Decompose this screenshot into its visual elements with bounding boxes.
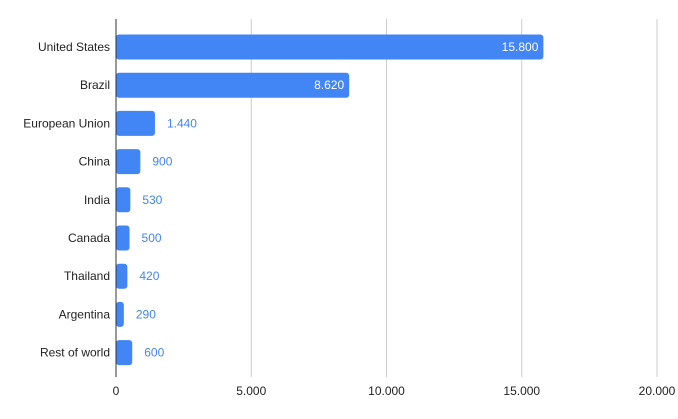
data-label: 500 xyxy=(142,231,162,245)
bar-united-states xyxy=(116,34,544,60)
bar-argentina xyxy=(116,301,124,327)
category-label: Argentina xyxy=(59,307,111,321)
category-label: India xyxy=(84,193,110,207)
x-tick-label: 10.000 xyxy=(368,384,405,398)
category-label: Thailand xyxy=(64,269,110,283)
bar-european-union xyxy=(116,110,155,136)
gridlines xyxy=(250,19,658,377)
labels: 0 5.000 10.000 15.000 20.000 United States 15.… xyxy=(23,40,675,398)
category-label: Brazil xyxy=(80,78,110,92)
category-label: China xyxy=(79,155,111,169)
bar-canada xyxy=(116,225,130,251)
data-label: 420 xyxy=(139,269,159,283)
bar-thailand xyxy=(116,263,128,289)
data-label: 290 xyxy=(136,307,156,321)
data-label: 600 xyxy=(144,346,164,360)
x-tick-label: 0 xyxy=(113,384,120,398)
x-tick-label: 5.000 xyxy=(236,384,266,398)
category-label: Rest of world xyxy=(40,346,110,360)
category-label: United States xyxy=(38,40,110,54)
x-tick-label: 20.000 xyxy=(639,384,676,398)
data-label: 900 xyxy=(152,155,172,169)
bar-india xyxy=(116,187,131,213)
data-label: 1.440 xyxy=(167,116,197,130)
category-label: European Union xyxy=(23,116,110,130)
data-label: 530 xyxy=(142,193,162,207)
category-label: Canada xyxy=(68,231,110,245)
bars xyxy=(116,34,544,366)
x-tick-label: 15.000 xyxy=(503,384,540,398)
data-label: 15.800 xyxy=(502,40,539,54)
data-label: 8.620 xyxy=(314,78,344,92)
bar-brazil xyxy=(116,72,350,98)
bar-china xyxy=(116,149,141,175)
bar-rest-of-world xyxy=(116,340,133,366)
